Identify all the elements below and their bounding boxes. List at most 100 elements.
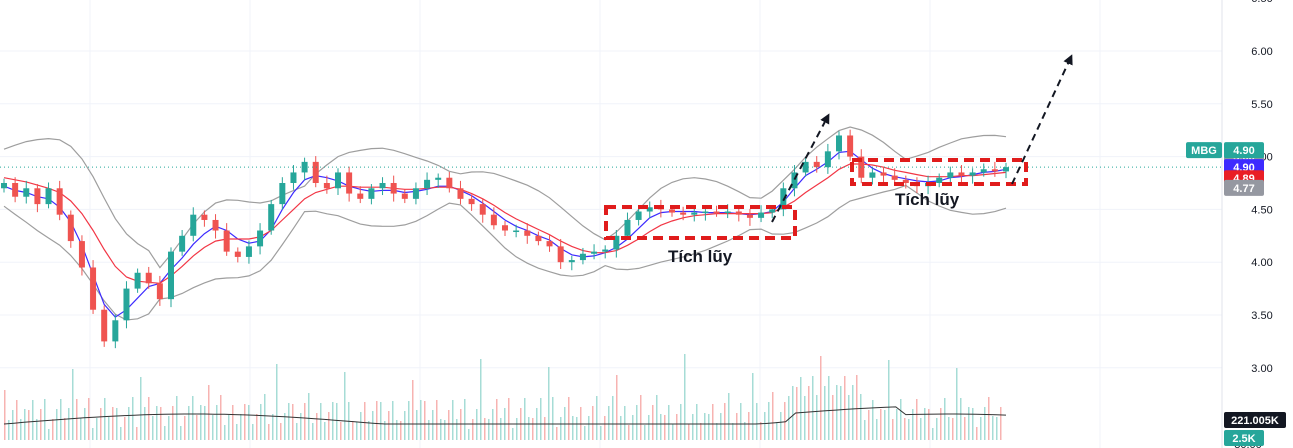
bollinger-lower <box>3 184 1007 321</box>
volume-bar <box>668 405 670 440</box>
volume-bar <box>456 419 458 440</box>
candle-body <box>490 214 497 226</box>
candle-body <box>156 283 163 300</box>
volume-bar <box>560 417 562 440</box>
volume-bar <box>916 399 918 440</box>
volume-bar <box>904 418 906 440</box>
candle-body <box>746 214 753 218</box>
price-tick-label: 4.50 <box>1251 204 1272 216</box>
volume-bar <box>32 400 34 440</box>
volume-bar <box>892 419 894 440</box>
volume-bar <box>872 400 874 440</box>
volume-bar <box>140 377 142 440</box>
candle-body <box>212 219 219 231</box>
volume-bar <box>884 410 886 440</box>
volume-bar <box>812 376 814 440</box>
volume-bar <box>736 413 738 440</box>
candle-body <box>346 172 353 194</box>
volume-bar <box>804 396 806 440</box>
volume-bar <box>968 407 970 440</box>
candle-body <box>524 230 531 236</box>
candle-body <box>969 172 976 176</box>
volume-bar <box>740 403 742 440</box>
candle-body <box>958 172 965 176</box>
volume-bar <box>1000 407 1002 440</box>
candle-body <box>379 183 386 189</box>
volume-bar <box>572 416 574 440</box>
volume-bar <box>100 408 102 440</box>
volume-bar <box>792 386 794 440</box>
volume-bar <box>428 420 430 440</box>
price-tick-label: 6.00 <box>1251 46 1272 58</box>
candle-body <box>579 253 586 261</box>
candle-body <box>724 211 731 214</box>
volume-bar <box>848 395 850 440</box>
volume-bar <box>368 421 370 440</box>
price-badge: 4.77 <box>1224 179 1264 196</box>
volume-bar <box>844 376 846 440</box>
price-tick-label: 3.00 <box>1251 363 1272 375</box>
volume-bar <box>612 396 614 440</box>
volume-bar <box>828 376 830 440</box>
accumulation-box-1 <box>604 205 797 240</box>
volume-bar <box>444 420 446 440</box>
volume-bar <box>420 400 422 440</box>
candle-body <box>90 267 97 310</box>
candle-body <box>1 183 7 189</box>
volume-bar <box>676 414 678 440</box>
volume-bar <box>768 402 770 440</box>
price-badge: 4.90 <box>1224 142 1264 159</box>
volume-bar <box>820 356 822 440</box>
volume-bar <box>500 418 502 440</box>
volume-bar <box>464 399 466 440</box>
volume-bar <box>808 386 810 440</box>
volume-bar <box>588 416 590 440</box>
bollinger-upper <box>3 126 1007 269</box>
volume-bar <box>712 404 714 440</box>
volume-bar <box>264 394 266 440</box>
volume-bar <box>396 420 398 440</box>
volume-bar <box>328 412 330 440</box>
volume-bar <box>312 423 314 440</box>
candle-body <box>179 235 186 252</box>
volume-bar <box>380 402 382 440</box>
volume-bar <box>376 401 378 440</box>
volume-bar <box>4 390 6 440</box>
volume-bar <box>928 409 930 440</box>
volume-bar <box>864 420 866 440</box>
volume-bar <box>236 424 238 440</box>
volume-bar <box>36 419 38 440</box>
volume-bar <box>660 414 662 440</box>
candle-body <box>312 161 319 183</box>
candle-body <box>902 179 909 183</box>
volume-bar <box>220 395 222 440</box>
price-tick-label: 3.50 <box>1251 310 1272 322</box>
candle-body <box>357 193 364 199</box>
volume-bar <box>988 397 990 440</box>
volume-bar <box>204 406 206 440</box>
volume-bar <box>284 413 286 440</box>
price-candles <box>1 129 1009 349</box>
annotation-label-1: Tích lũy <box>668 247 733 266</box>
candle-body <box>947 172 954 178</box>
volume-bar <box>452 400 454 440</box>
volume-bar <box>228 415 230 440</box>
volume-bar <box>432 410 434 440</box>
candle-body <box>123 288 130 321</box>
candle-body <box>802 161 809 173</box>
volume-bar <box>680 404 682 440</box>
volume-bar <box>12 410 14 440</box>
volume-bar <box>984 407 986 440</box>
volume-bar <box>860 394 862 440</box>
volume-bar <box>664 415 666 440</box>
volume-bar <box>824 386 826 440</box>
candle-body <box>713 211 720 214</box>
volume-bar <box>248 405 250 440</box>
volume-bar <box>240 414 242 440</box>
volume-bar <box>956 368 958 440</box>
candle-body <box>691 212 698 215</box>
volume-bar <box>124 417 126 440</box>
volume-bar <box>972 408 974 440</box>
candle-body <box>847 135 854 157</box>
